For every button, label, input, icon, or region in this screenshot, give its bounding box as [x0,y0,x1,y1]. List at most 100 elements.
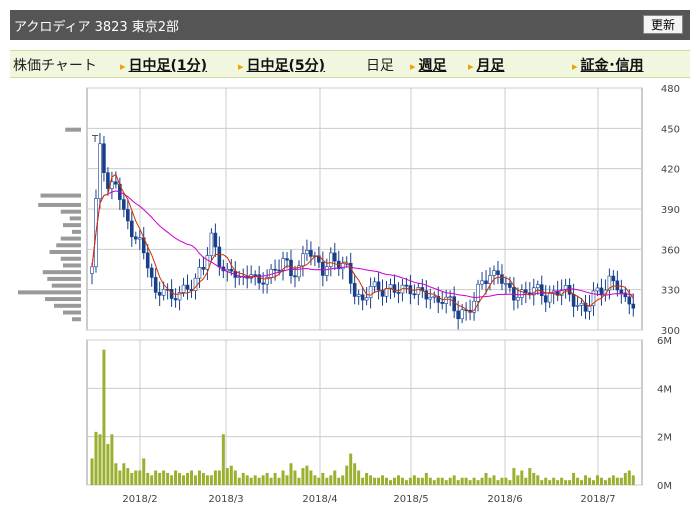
candle-body [153,277,158,293]
volume-bar [603,480,607,485]
volume-bar [142,458,146,485]
volume-tick-label: 4M [657,384,672,395]
candle-body [126,209,130,222]
volume-bar [158,472,162,485]
volume-profile-bar [72,317,81,322]
title-bar: アクロディア 3823 東京2部 更新 [10,10,690,40]
candle-body [309,250,313,257]
volume-bar [265,472,269,485]
candle-body [213,232,218,248]
t-marker: T [91,134,99,145]
candle-body [217,246,222,268]
candle-body [269,268,273,278]
candle-body [460,309,464,320]
volume-bar [381,475,385,485]
candle-body [543,295,548,303]
candle-body [587,305,592,312]
volume-bar [98,434,102,485]
volume-bar [492,475,496,485]
volume-profile-bar [60,209,81,214]
candle-body [137,237,142,240]
chart-nav-bar: 株価チャート 日中足(1分) 日中足(5分) 日足 週足 月足 証金･信用 [10,50,690,78]
nav-intraday-1min-link[interactable]: 日中足(1分) [120,55,208,75]
candle-body [484,280,488,284]
volume-bar [329,475,333,485]
x-tick-label: 2018/3 [208,494,243,505]
candle-body [440,302,445,304]
nav-margin-link[interactable]: 証金･信用 [572,55,644,75]
volume-bar [532,472,536,485]
candle-body [356,294,361,297]
candle-body [205,255,210,270]
volume-bar [572,472,576,485]
candle-body [619,289,624,294]
volume-profile-bar [69,216,81,221]
volume-bar [484,472,488,485]
volume-profile-bar [40,193,81,198]
nav-monthly-link[interactable]: 月足 [468,55,505,75]
volume-bar [253,475,257,485]
nav-intraday-5min-link[interactable]: 日中足(5分) [238,55,326,75]
volume-bar [261,475,265,485]
volume-bar [516,475,520,485]
x-tick-label: 2018/6 [487,494,522,505]
volume-bar [480,477,484,485]
volume-bar [500,477,504,485]
candle-body [360,294,365,301]
volume-bar [313,475,317,485]
volume-bar [237,477,241,485]
volume-bar [277,477,281,485]
volume-bar [138,470,142,485]
volume-bar [110,434,114,485]
candle-body [448,296,453,298]
volume-bar [607,477,611,485]
volume-bar [241,472,245,485]
candle-body [623,292,628,298]
volume-profile-bar [47,276,81,281]
candle-body [102,143,106,174]
candle-body [352,283,357,297]
candle-body [488,275,492,284]
volume-bar [619,477,623,485]
moving-average-short-line [91,173,634,313]
candle-body [615,280,620,291]
volume-bar [209,475,213,485]
candle-body [452,296,456,312]
candle-body [348,262,353,284]
volume-bar [361,477,365,485]
volume-bar [452,475,456,485]
candle-body [281,258,285,271]
candle-body [456,310,460,320]
candle-body [122,199,126,210]
volume-bar [201,472,205,485]
candle-body [631,303,636,309]
volume-bar [428,477,432,485]
volume-bar [472,477,476,485]
candle-body [229,268,234,272]
candle-body [277,269,281,272]
volume-bar [146,472,150,485]
volume-tick-label: 0M [657,481,672,492]
candle-body [492,270,496,276]
volume-bar [345,465,349,485]
price-tick-label: 450 [661,124,680,135]
refresh-button[interactable]: 更新 [642,15,683,34]
volume-bar [627,470,631,485]
volume-bar [373,477,377,485]
price-tick-label: 390 [661,205,680,216]
x-tick-label: 2018/4 [302,494,337,505]
volume-bar [576,477,580,485]
volume-bar [166,472,170,485]
volume-bar [548,480,552,485]
volume-bar [591,480,595,485]
volume-bar [114,463,118,485]
volume-bar [615,477,619,485]
candle-body [412,293,417,296]
price-tick-label: 480 [661,84,680,95]
volume-bar [182,475,186,485]
volume-bar [349,453,353,485]
volume-bar [512,468,516,485]
candle-body [444,296,449,304]
nav-weekly-link[interactable]: 週足 [410,55,447,75]
candle-body [428,296,433,300]
